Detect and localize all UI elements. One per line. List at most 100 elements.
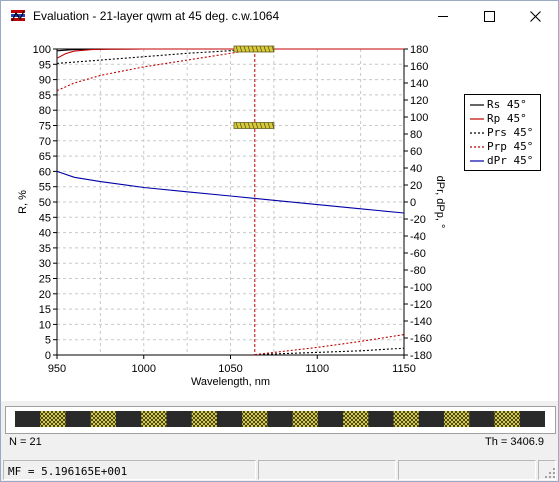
series-line [254,334,405,356]
legend-entry: Prp 45° [465,140,540,154]
y2-tick-label: -20 [410,214,426,226]
y-tick-label: 25 [39,274,51,286]
y-tick-label: 50 [39,197,51,209]
legend-label: Rp 45° [487,112,527,125]
y-tick-label: 20 [39,289,51,301]
layer-segment[interactable] [418,411,445,427]
maximize-icon [484,11,495,22]
close-icon [530,11,541,22]
y2-tick-label: 60 [410,146,422,158]
target-marker-hatch [267,45,271,53]
layer-stack-stripe[interactable] [15,411,545,427]
layer-segment[interactable] [15,411,41,427]
layer-segment[interactable] [469,411,496,427]
layer-segment[interactable] [444,411,470,427]
layer-segment[interactable] [40,411,66,427]
layer-segment[interactable] [267,411,294,427]
target-marker-hatch [251,45,255,53]
target-marker-hatch [243,45,247,53]
y-tick-label: 95 [39,59,51,71]
status-cell [398,460,536,480]
layer-segment[interactable] [141,411,167,427]
y-tick-label: 55 [39,182,51,194]
layer-segment[interactable] [343,411,369,427]
legend-entry: Rs 45° [465,98,540,112]
y2-tick-label: -120 [410,299,432,311]
layer-stack-panel[interactable] [5,406,556,434]
layer-segment[interactable] [292,411,319,427]
merit-function-value: MF = 5.196165E+001 [8,465,128,478]
y2-tick-label: 20 [410,180,422,192]
y2-tick-label: 40 [410,163,422,175]
window-title: Evaluation - 21-layer qwm at 45 deg. c.w… [33,9,280,23]
y-tick-label: 30 [39,258,51,270]
target-marker-hatch [263,45,267,53]
y-tick-label: 10 [39,319,51,331]
y2-tick-label: 160 [410,61,428,73]
legend-entry: Rp 45° [465,112,540,126]
y2-tick-label: -180 [410,350,432,362]
target-marker-hatch [271,122,275,129]
minimize-icon [438,16,448,17]
layer-segment[interactable] [166,411,193,427]
plot-area[interactable]: 0 5 10 15 20 25 30 35 40 45 50 55 60 65 70 75 80 85 90 95 10… [1,32,558,401]
minimize-button[interactable] [421,1,467,32]
x-tick-label: 1050 [218,363,242,375]
reflectance-phase-chart[interactable]: 0 5 10 15 20 25 30 35 40 45 50 55 60 65 70 75 80 85 90 95 10… [1,32,558,401]
layer-segment[interactable] [242,411,268,427]
layer-segment[interactable] [317,411,344,427]
y2-tick-label: 80 [410,129,422,141]
layer-segment[interactable] [368,411,395,427]
y2-tick-label: 120 [410,95,428,107]
series-line [56,170,405,214]
layer-segment[interactable] [519,411,545,427]
y2-tick-label: 140 [410,78,428,90]
series-line [56,48,255,64]
title-bar[interactable]: Evaluation - 21-layer qwm at 45 deg. c.w… [1,1,558,32]
target-marker-hatch [255,122,259,129]
x-tick-label: 1150 [392,363,416,375]
y2-tick-label: 180 [410,44,428,56]
layer-segment[interactable] [191,411,218,427]
maximize-button[interactable] [467,1,513,32]
target-marker-hatch [267,122,271,129]
y-tick-label: 65 [39,151,51,163]
y-tick-label: 15 [39,304,51,316]
target-marker-hatch [271,45,275,53]
app-icon[interactable] [10,9,26,23]
series-line [56,48,404,59]
close-button[interactable] [513,1,559,32]
layer-segment[interactable] [393,411,420,427]
y2-axis-title: dPr, dPp, ° [434,176,446,229]
layer-segment[interactable] [115,411,142,427]
legend-entry: Prs 45° [465,126,540,140]
target-marker-hatch [255,45,259,53]
y-tick-label: 100 [33,44,51,56]
target-marker-hatch [243,122,247,129]
series-line [56,48,255,92]
layer-segment[interactable] [494,411,521,427]
y-tick-label: 35 [39,243,51,255]
target-marker-hatch [259,122,263,129]
target-marker-hatch [239,45,243,53]
x-tick-label: 1000 [132,363,156,375]
y-tick-label: 90 [39,75,51,87]
y2-tick-label: -160 [410,333,432,345]
y-tick-label: 0 [45,350,51,362]
target-marker-hatch [247,122,251,129]
legend-entry: dPr 45° [465,154,540,168]
resize-grip-icon[interactable] [544,467,556,479]
target-marker-hatch [263,122,267,129]
y-axis-title: R, % [17,190,29,214]
y-tick-label: 60 [39,166,51,178]
y2-tick-label: 0 [410,197,416,209]
y2-tick-label: -80 [410,265,426,277]
y2-tick-label: -140 [410,316,432,328]
y2-tick-label: -100 [410,282,432,294]
status-cell-mf: MF = 5.196165E+001 [3,460,256,480]
y2-tick-label: -60 [410,248,426,260]
layer-segment[interactable] [65,411,92,427]
y-tick-label: 70 [39,136,51,148]
layer-segment[interactable] [216,411,243,427]
layer-segment[interactable] [90,411,117,427]
